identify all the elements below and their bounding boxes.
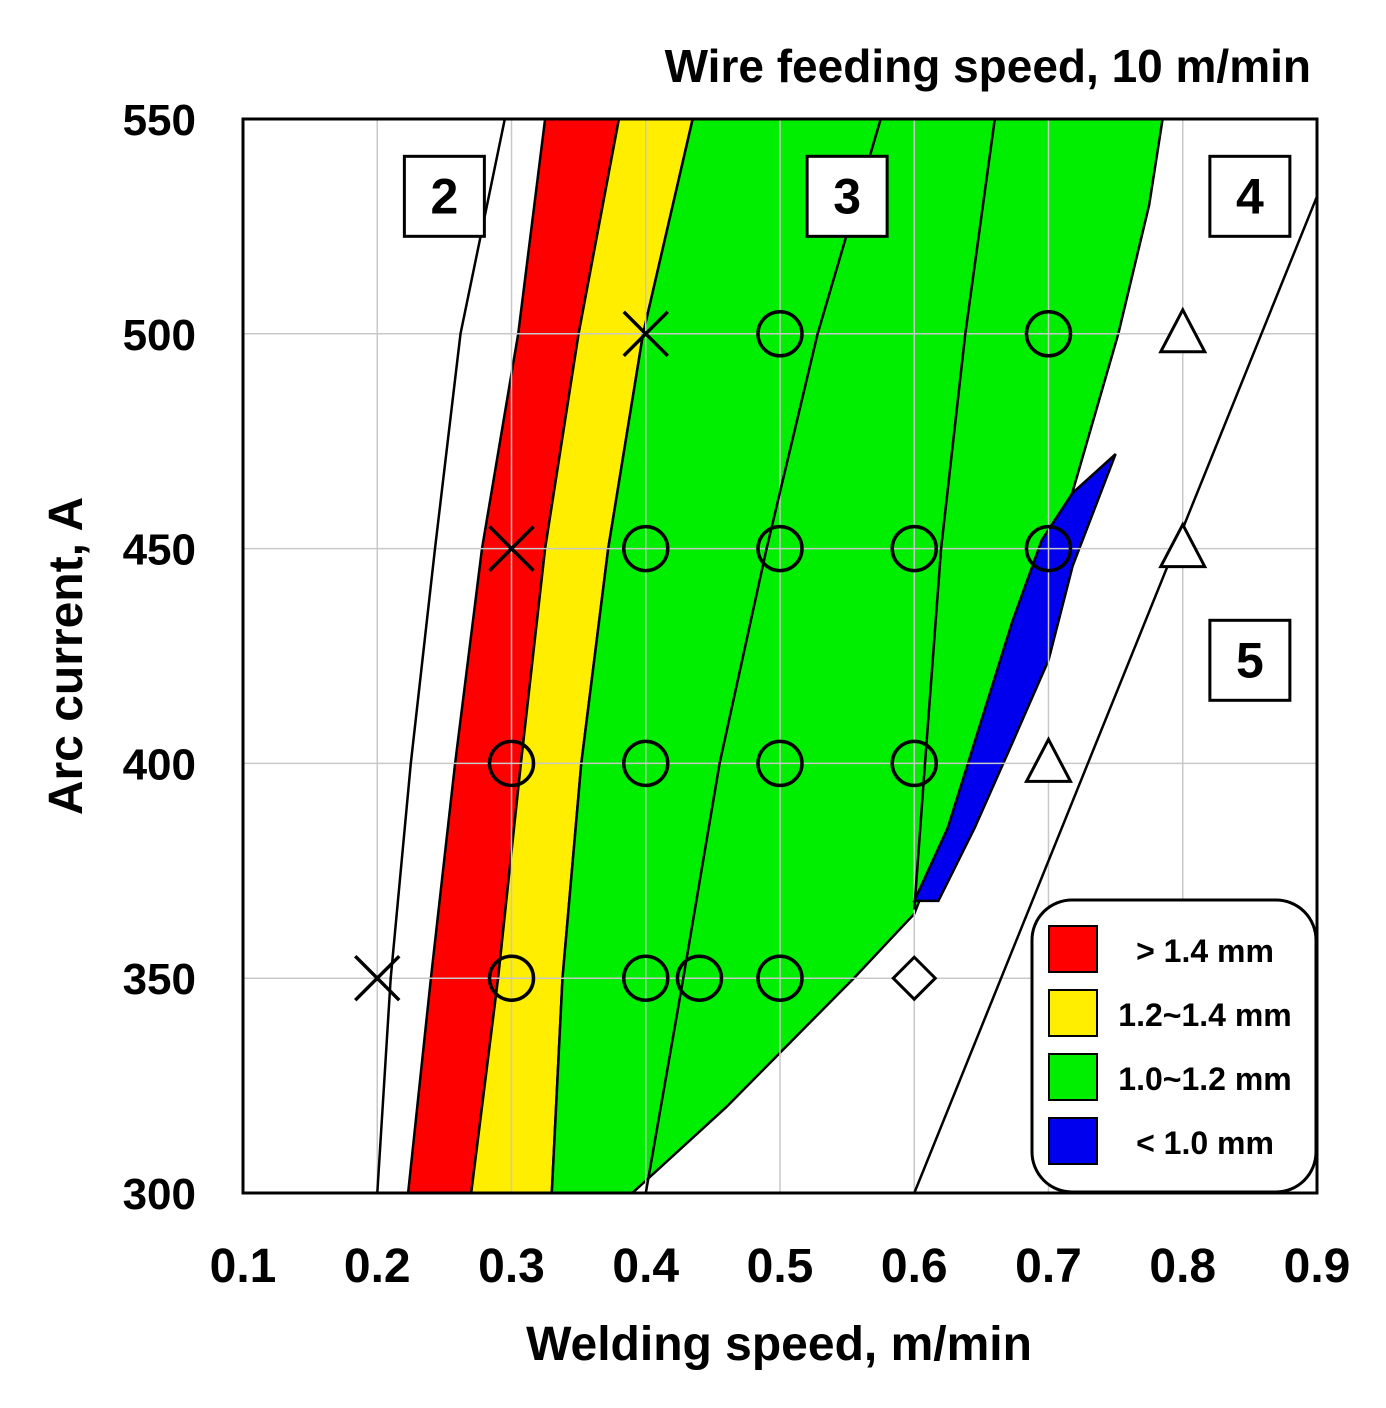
triangle-marker [1158, 521, 1208, 569]
y-tick-label: 550 [123, 96, 196, 145]
circle-marker [487, 954, 536, 1002]
boundary-3a [644, 119, 882, 1193]
legend-swatch-1 [1048, 989, 1098, 1037]
x-tick-label: 0.6 [881, 1240, 948, 1293]
circle-marker [622, 739, 670, 788]
plot-frame [241, 117, 1319, 1195]
circle-marker [487, 739, 536, 788]
legend-label-0: > 1.4 mm [1136, 933, 1274, 969]
y-tick-label: 400 [123, 740, 196, 789]
circle-marker [1024, 310, 1073, 358]
circle-marker [890, 524, 938, 573]
markers-group [354, 306, 1208, 1002]
x-tick-label: 0.4 [612, 1240, 679, 1293]
y-tick-label: 300 [123, 1170, 196, 1219]
bands-group [406, 119, 1164, 1193]
region-label-4: 4 [1236, 168, 1264, 224]
x-tick-label: 0.1 [210, 1240, 277, 1293]
boundary-lines-group [376, 119, 1317, 1193]
y-tick-label: 500 [123, 311, 196, 360]
circle-marker [675, 954, 724, 1002]
region-label-box [1208, 154, 1292, 238]
legend-label-2: 1.0~1.2 mm [1118, 1061, 1291, 1097]
band-2 [550, 119, 1164, 1193]
circle-marker [890, 739, 938, 788]
boundary-4-5 [913, 195, 1317, 1193]
region-label-box [805, 154, 889, 238]
region-label-box [402, 154, 486, 238]
x-tick-label: 0.9 [1284, 1240, 1351, 1293]
circle-marker [756, 739, 804, 788]
tick-labels-group: 0.1 0.2 0.3 0.4 0.5 0.6 0.7 0.8 0.9 300 350 400 450 5… [123, 96, 1351, 1293]
y-tick-label: 450 [123, 526, 196, 575]
x-tick-label: 0.3 [478, 1240, 545, 1293]
x-tick-label: 0.7 [1015, 1240, 1082, 1293]
x-marker [354, 954, 401, 1002]
x-tick-label: 0.8 [1149, 1240, 1216, 1293]
circle-marker [756, 310, 804, 358]
chart-title: Wire feeding speed, 10 m/min [665, 40, 1311, 92]
triangle-marker [1024, 736, 1073, 783]
region-label-5: 5 [1236, 632, 1264, 688]
x-tick-label: 0.5 [747, 1240, 814, 1293]
legend: > 1.4 mm 1.2~1.4 mm 1.0~1.2 mm < 1.0 mm [1030, 898, 1318, 1194]
circle-marker [756, 954, 804, 1002]
legend-swatch-2 [1048, 1053, 1098, 1101]
circle-marker [622, 954, 670, 1002]
legend-box [1030, 898, 1318, 1194]
legend-swatch-0 [1048, 925, 1098, 973]
x-marker [622, 310, 669, 358]
region-label-3: 3 [833, 168, 861, 224]
x-tick-label: 0.2 [344, 1240, 411, 1293]
region-label-2: 2 [430, 168, 458, 224]
band-blue [912, 453, 1117, 903]
diamond-marker [891, 955, 938, 1002]
circle-marker [756, 524, 804, 573]
x-axis-label: Welding speed, m/min [526, 1318, 1032, 1371]
legend-swatch-3 [1048, 1117, 1098, 1165]
boundary-2 [376, 119, 507, 1193]
region-label-box [1208, 618, 1292, 702]
legend-label-3: < 1.0 mm [1136, 1125, 1274, 1161]
region-labels-group: 2 3 4 5 [402, 154, 1292, 702]
boundary-3b [913, 119, 997, 910]
circle-marker [1024, 524, 1073, 573]
circle-marker [622, 524, 670, 573]
x-marker [488, 525, 535, 572]
y-axis-label: Arc current, A [40, 497, 93, 815]
legend-label-1: 1.2~1.4 mm [1118, 997, 1291, 1033]
y-tick-label: 350 [123, 955, 196, 1004]
triangle-marker [1158, 306, 1208, 354]
